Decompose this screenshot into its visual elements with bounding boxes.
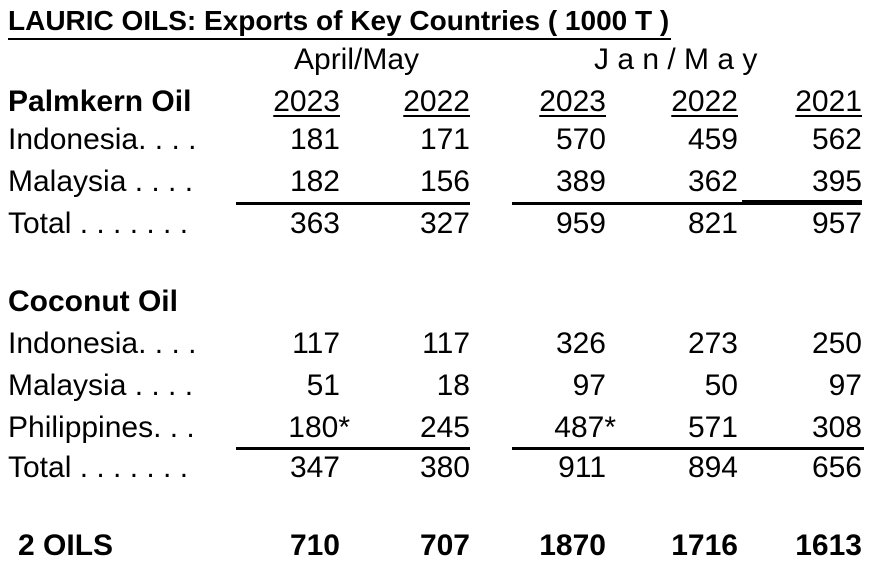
cell-value: 50: [704, 369, 738, 402]
cell-value: 327: [419, 207, 470, 240]
total-rule: [512, 202, 742, 205]
cell-value: 362: [687, 165, 738, 198]
year-header-aprmay-2022: 2022: [403, 85, 470, 118]
year-header-janmay-2022: 2022: [671, 85, 738, 118]
row-label: Malaysia . . . .: [8, 369, 194, 402]
total-rule: [742, 200, 862, 205]
year-header-aprmay-2023: 2023: [273, 85, 340, 118]
cell-value: 487*: [554, 411, 616, 444]
cell-value: 180*: [288, 411, 350, 444]
cell-value: 389: [555, 165, 606, 198]
total-rule: [236, 202, 470, 205]
cell-value: 97: [828, 369, 862, 402]
cell-value: 959: [555, 207, 606, 240]
row-label: Philippines. . .: [8, 411, 195, 444]
section-title-palmkern: Palmkern Oil: [8, 85, 192, 118]
cell-value: 911: [558, 451, 606, 484]
cell-value: 957: [811, 207, 862, 240]
grand-total-value: 1870: [539, 529, 606, 562]
cell-value: 380: [419, 451, 470, 484]
row-label-total: Total . . . . . . .: [8, 207, 189, 240]
year-header-janmay-2021: 2021: [795, 85, 862, 118]
row-label-total: Total . . . . . . .: [8, 451, 189, 484]
year-header-janmay-2023: 2023: [539, 85, 606, 118]
cell-value: 156: [419, 165, 470, 198]
grand-total-value: 710: [289, 529, 340, 562]
cell-value: 308: [811, 411, 862, 444]
cell-value: 571: [687, 411, 738, 444]
cell-value: 894: [687, 451, 738, 484]
cell-value: 51: [306, 369, 340, 402]
cell-value: 656: [811, 451, 862, 484]
cell-value: 570: [555, 123, 606, 156]
row-label: Indonesia. . . .: [8, 123, 197, 156]
cell-value: 395: [811, 165, 862, 198]
cell-value: 326: [555, 327, 606, 360]
cell-value: 821: [687, 207, 738, 240]
cell-value: 250: [811, 327, 862, 360]
total-rule: [512, 447, 864, 450]
page-title: LAURIC OILS: Exports of Key Countries ( …: [8, 4, 672, 40]
cell-value: 363: [289, 207, 340, 240]
row-label: Indonesia. . . .: [8, 327, 197, 360]
header-jan-may: J a n / M a y: [594, 43, 758, 76]
cell-value: 182: [289, 165, 340, 198]
cell-value: 171: [419, 123, 470, 156]
cell-value: 18: [436, 369, 470, 402]
cell-value: 562: [811, 123, 862, 156]
grand-total-value: 1613: [795, 529, 862, 562]
cell-value: 245: [419, 411, 470, 444]
section-title-coconut: Coconut Oil: [8, 285, 178, 318]
grand-total-label: 2 OILS: [18, 529, 114, 562]
cell-value: 181: [289, 123, 340, 156]
row-label: Malaysia . . . .: [8, 165, 194, 198]
grand-total-value: 707: [419, 529, 470, 562]
total-rule: [236, 447, 470, 450]
cell-value: 273: [687, 327, 738, 360]
grand-total-value: 1716: [671, 529, 738, 562]
cell-value: 97: [572, 369, 606, 402]
cell-value: 117: [422, 327, 470, 360]
cell-value: 347: [289, 451, 340, 484]
cell-value: 117: [292, 327, 340, 360]
cell-value: 459: [687, 123, 738, 156]
header-april-may: April/May: [294, 43, 420, 76]
